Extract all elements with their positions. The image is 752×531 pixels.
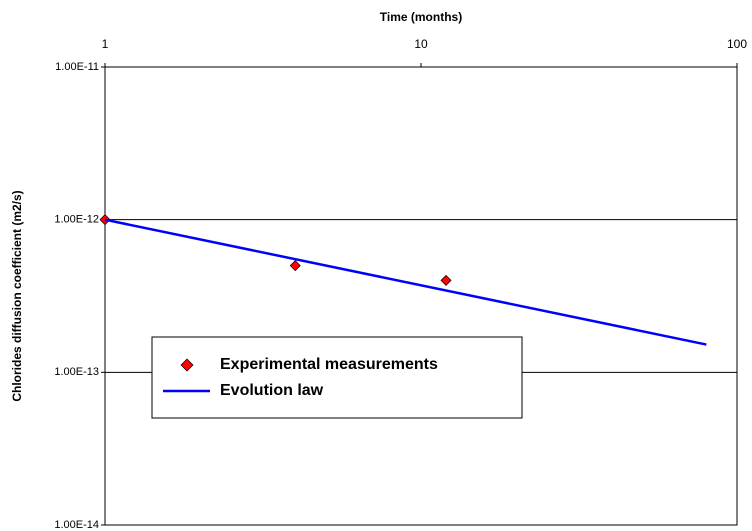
legend-box	[151, 336, 523, 419]
x-tick-label: 1	[102, 37, 109, 51]
x-tick-label: 10	[414, 37, 428, 51]
data-point	[289, 260, 301, 272]
legend-label: Evolution law	[220, 382, 324, 399]
y-tick-label: 1.00E-11	[55, 61, 99, 73]
data-point	[440, 274, 452, 286]
y-tick-label: 1.00E-13	[54, 366, 99, 378]
legend: Experimental measurements Evolution law	[151, 336, 523, 419]
y-axis-label: Chlorides diffusion coefficient (m2/s)	[10, 190, 24, 401]
x-tick-label: 100	[727, 37, 747, 51]
x-axis-label: Time (months)	[380, 10, 462, 24]
plot-frame	[104, 66, 738, 526]
trend-line	[104, 218, 707, 346]
y-tick-label: 1.00E-12	[54, 214, 99, 226]
legend-marker	[180, 358, 194, 372]
y-tick-label: 1.00E-14	[54, 519, 99, 531]
legend-label: Experimental measurements	[220, 356, 438, 373]
